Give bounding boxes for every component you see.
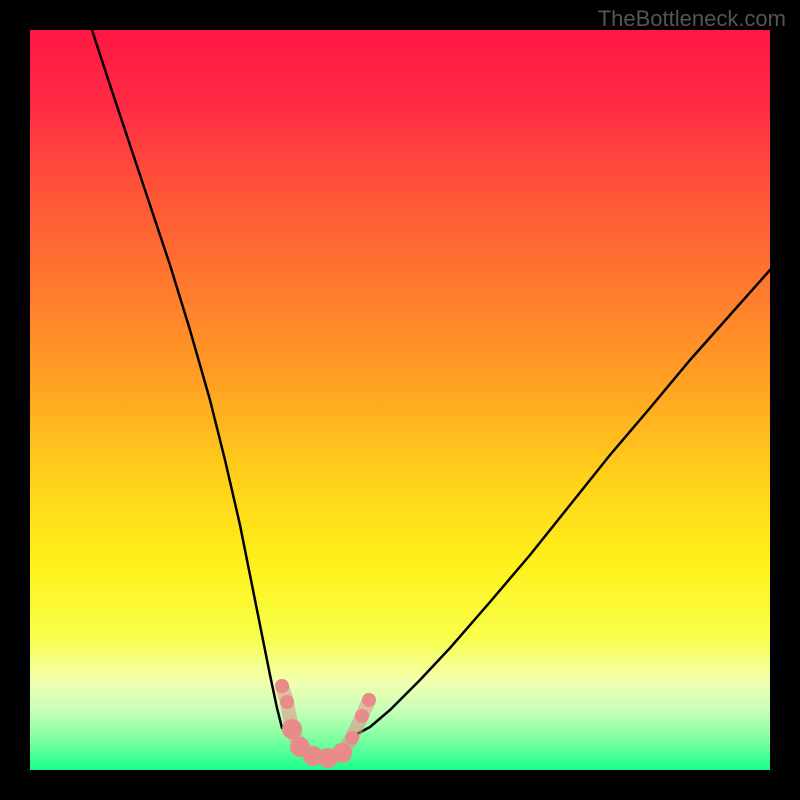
marker-dot <box>345 731 359 745</box>
marker-dot <box>332 743 352 763</box>
plot-area <box>30 30 770 770</box>
right-curve <box>355 270 770 735</box>
marker-dot <box>362 693 376 707</box>
curves-layer <box>30 30 770 770</box>
marker-dot <box>280 695 294 709</box>
marker-dot <box>355 709 369 723</box>
left-curve <box>92 30 282 728</box>
marker-dot <box>282 719 302 739</box>
watermark-text: TheBottleneck.com <box>598 6 786 32</box>
marker-dot <box>275 679 289 693</box>
